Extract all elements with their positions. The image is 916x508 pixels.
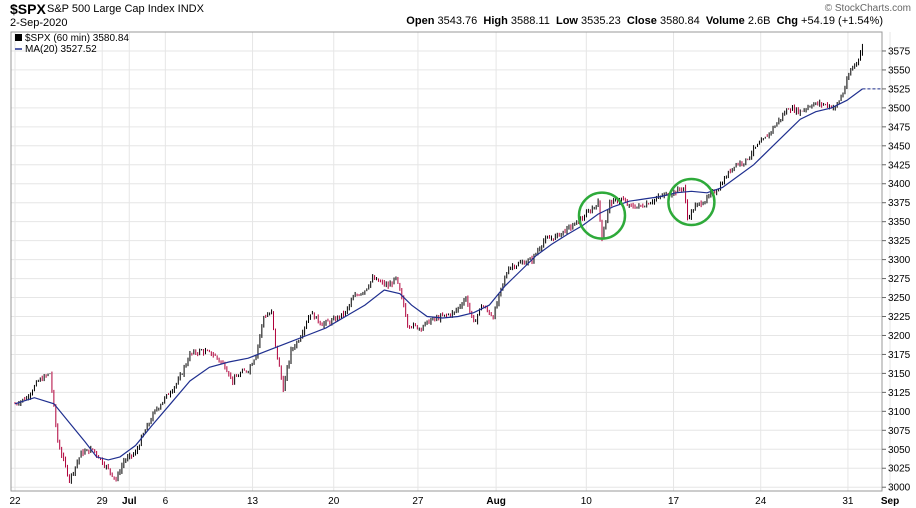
y-tick-label: 3275 [888, 274, 911, 285]
x-tick-label: Sep [881, 496, 899, 507]
legend-price: $SPX (60 min) 3580.84 [25, 33, 129, 44]
low-value: 3535.23 [581, 15, 621, 27]
y-tick-label: 3375 [888, 198, 911, 209]
y-tick-label: 3425 [888, 160, 911, 171]
grid [11, 32, 891, 491]
y-tick-label: 3575 [888, 46, 911, 57]
quote-date: 2-Sep-2020 [10, 17, 68, 29]
y-tick-label: 3125 [888, 388, 911, 399]
y-axis: 3000 3025 3050 3075 3100 3125 3150 3175 3200 3225… [882, 46, 911, 494]
x-tick-label: 20 [328, 496, 340, 507]
x-tick-label: 13 [247, 496, 259, 507]
x-tick-label: 24 [755, 496, 767, 507]
y-tick-label: 3350 [888, 217, 911, 228]
index-name: S&P 500 Large Cap Index INDX [47, 3, 204, 15]
highlight-circle [667, 177, 716, 227]
high-value: 3588.11 [510, 15, 550, 27]
ma20-line [14, 88, 863, 461]
y-tick-label: 3225 [888, 312, 911, 323]
volume-value: 2.6B [747, 15, 771, 27]
y-tick-label: 3150 [888, 369, 911, 380]
chart-header: $SPX S&P 500 Large Cap Index INDX 2-Sep-… [0, 0, 916, 32]
chg-label: Chg [776, 15, 798, 27]
close-value: 3580.84 [659, 15, 700, 27]
x-tick-label: 22 [9, 496, 21, 507]
symbol: $SPX [10, 1, 46, 17]
y-tick-label: 3500 [888, 103, 911, 114]
y-tick-label: 3025 [888, 464, 911, 475]
y-tick-label: 3400 [888, 179, 911, 190]
y-tick-label: 3100 [888, 407, 911, 418]
y-tick-label: 3450 [888, 141, 911, 152]
y-tick-label: 3475 [888, 122, 911, 133]
x-tick-label: 31 [842, 496, 854, 507]
ohlc-readout: Open 3543.76 High 3588.11 Low 3535.23 Cl… [406, 15, 883, 27]
candles [14, 43, 882, 484]
y-tick-label: 3000 [888, 483, 911, 494]
x-axis: 22 29 Jul 6 13 20 27 Aug 10 17 24 31 Sep [9, 496, 899, 507]
x-tick-label: 27 [412, 496, 424, 507]
legend-price-swatch [15, 34, 22, 41]
y-tick-label: 3325 [888, 236, 911, 247]
x-tick-label: Jul [122, 496, 137, 507]
open-label: Open [406, 15, 435, 27]
highlight-circle [577, 191, 627, 240]
y-tick-label: 3525 [888, 84, 911, 95]
high-label: High [483, 15, 508, 27]
legend-ma: MA(20) 3527.52 [25, 44, 97, 55]
annotations [577, 177, 716, 240]
x-tick-label: Aug [486, 496, 505, 507]
y-tick-label: 3050 [888, 445, 911, 456]
y-tick-label: 3550 [888, 65, 911, 76]
x-tick-label: 17 [668, 496, 680, 507]
chg-value: +54.19 (+1.54%) [801, 15, 883, 27]
y-tick-label: 3250 [888, 293, 911, 304]
legend: $SPX (60 min) 3580.84 MA(20) 3527.52 [15, 33, 129, 55]
x-tick-label: 6 [163, 496, 169, 507]
y-tick-label: 3175 [888, 350, 911, 361]
close-label: Close [626, 15, 657, 27]
open-value: 3543.76 [437, 15, 478, 27]
low-label: Low [555, 15, 578, 27]
y-tick-label: 3300 [888, 255, 911, 266]
volume-label: Volume [705, 15, 745, 27]
x-tick-label: 10 [581, 496, 593, 507]
x-tick-label: 29 [97, 496, 109, 507]
y-tick-label: 3075 [888, 426, 911, 437]
y-tick-label: 3200 [888, 331, 911, 342]
plot-frame [10, 31, 883, 492]
copyright: © StockCharts.com [824, 3, 911, 14]
